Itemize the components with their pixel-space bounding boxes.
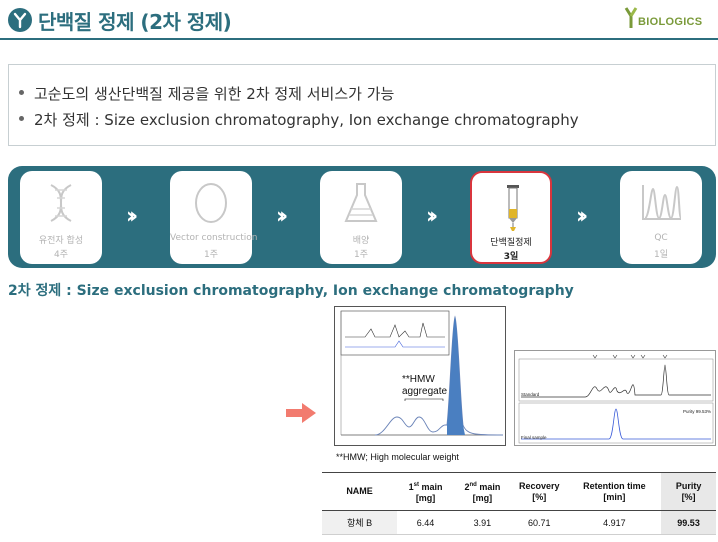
- step-qc: QC 1일: [620, 171, 702, 264]
- purity-annotation: Purity 99.53%: [683, 409, 711, 414]
- step-duration: 1일: [653, 250, 668, 260]
- biologics-logo: BIOLOGICS: [624, 6, 708, 32]
- step-name: Vector construction: [170, 233, 258, 243]
- sec-chromatogram: [334, 306, 506, 446]
- inset-plot-frame: [340, 310, 450, 356]
- section-heading: 2차 정제 : Size exclusion chromatography, I…: [8, 283, 574, 299]
- info-bullet: 2차 정제 : Size exclusion chromatography, I…: [19, 109, 579, 130]
- chevron-right-icon: ››: [576, 204, 588, 229]
- cell-second-main: 3.91: [454, 510, 511, 535]
- step-duration: 4주: [53, 250, 68, 260]
- hmw-bracket: [404, 398, 444, 401]
- step-duration: 3일: [503, 252, 519, 262]
- sec-chromatogram-plot: [340, 310, 504, 436]
- purification-results-table: NAME 1st main [mg] 2nd main [mg] Recovery[…: [322, 472, 716, 535]
- final-sample-label: Final sample: [521, 435, 547, 440]
- col-second-main-header: 2nd main [mg]: [454, 472, 511, 511]
- col-retention-header: Retention time [min]: [567, 472, 662, 511]
- cell-retention: 4.917: [567, 510, 662, 535]
- cell-purity: 99.53: [661, 510, 716, 535]
- standard-trace: [521, 364, 711, 398]
- marker-ticks: [592, 354, 668, 359]
- chevron-right-icon: ››: [426, 204, 438, 229]
- column-icon: [507, 185, 519, 231]
- step-name: 단백질정제: [490, 238, 532, 248]
- step-vector-construction: Vector construction 1주: [170, 171, 258, 264]
- hmw-aggregate-label: **HMW aggregate: [402, 374, 448, 397]
- step-gene-synthesis: 유전자 합성 4주: [20, 171, 102, 264]
- table-row: 항체 B 6.44 3.91 60.71 4.917 99.53: [322, 510, 716, 535]
- arrow-right-icon: [286, 403, 316, 423]
- dna-icon: [50, 184, 72, 222]
- sec-trace: [374, 315, 504, 436]
- process-steps-bar: 유전자 합성 4주 ›› Vector construction 1주 ›› 배…: [8, 166, 716, 268]
- comparison-chromatogram-plot: Standard Final sample Purity 99.53%: [518, 354, 714, 444]
- table-header-row: NAME 1st main [mg] 2nd main [mg] Recovery[…: [322, 472, 716, 511]
- col-purity-header: Purity [%]: [661, 472, 716, 511]
- inset-trace-1: [345, 322, 445, 338]
- step-duration: 1주: [203, 250, 218, 260]
- chromatogram-icon: [642, 185, 682, 220]
- step-culture: 배양 1주: [320, 171, 402, 264]
- step-duration: 1주: [353, 250, 368, 260]
- step-protein-purification: 단백질정제 3일: [470, 171, 552, 264]
- antibody-logo-icon: [8, 8, 32, 32]
- col-recovery-header: Recovery [%]: [510, 472, 568, 511]
- main-peak-fill: [447, 317, 465, 435]
- standard-panel: [518, 358, 714, 402]
- page-title: 단백질 정제 (2차 정제): [38, 10, 232, 34]
- cell-name: 항체 B: [322, 510, 398, 535]
- final-panel: [518, 402, 714, 444]
- inset-trace-2: [345, 340, 445, 348]
- chevron-right-icon: ››: [276, 204, 288, 229]
- step-name: 유전자 합성: [38, 236, 84, 246]
- header-divider: [0, 38, 718, 40]
- flask-icon: [344, 183, 378, 222]
- cell-first-main: 6.44: [397, 510, 454, 535]
- hmw-footnote: **HMW; High molecular weight: [336, 452, 459, 462]
- step-name: QC: [654, 233, 668, 243]
- bullet-dot-icon: [19, 90, 24, 95]
- plasmid-icon: [195, 183, 227, 223]
- col-first-main-header: 1st main [mg]: [397, 472, 454, 511]
- step-name: 배양: [352, 236, 370, 246]
- col-name-header: NAME: [322, 472, 398, 511]
- bullet-dot-icon: [19, 116, 24, 121]
- final-sample-trace: [521, 408, 711, 440]
- brand-name: BIOLOGICS: [638, 16, 703, 28]
- comparison-chromatogram: Standard Final sample Purity 99.53%: [514, 350, 716, 446]
- cell-recovery: 60.71: [510, 510, 568, 535]
- service-info-box: 고순도의 생산단백질 제공을 위한 2차 정제 서비스가 가능 2차 정제 : …: [8, 64, 716, 146]
- standard-label: Standard: [521, 392, 540, 397]
- info-bullet: 고순도의 생산단백질 제공을 위한 2차 정제 서비스가 가능: [19, 83, 394, 104]
- chevron-right-icon: ››: [126, 204, 138, 229]
